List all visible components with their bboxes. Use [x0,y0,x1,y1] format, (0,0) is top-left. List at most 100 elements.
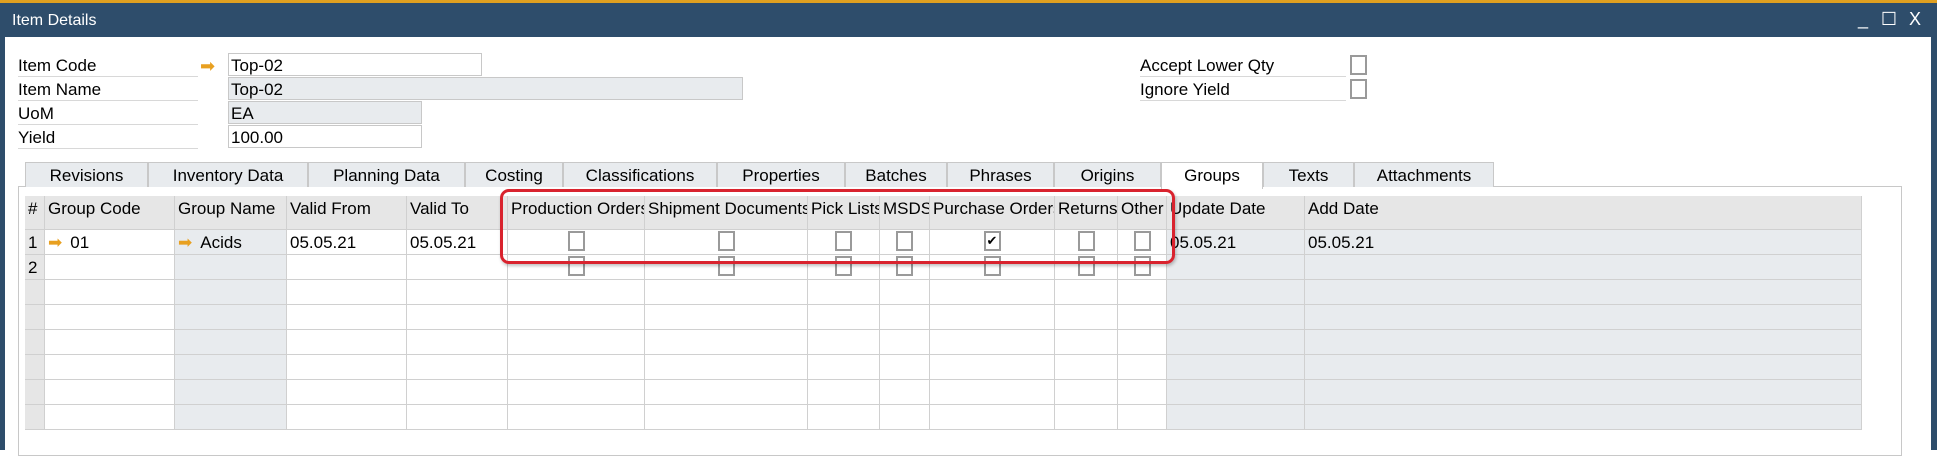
grid-cell[interactable] [880,305,930,330]
ignore-yield-checkbox[interactable] [1350,79,1367,99]
grid-cell[interactable] [880,280,930,305]
grid-cell[interactable] [1118,380,1167,405]
grid-cell[interactable] [175,305,287,330]
grid-cell[interactable] [407,405,508,430]
grid-cell[interactable]: 05.05.21 [1305,230,1862,255]
shipment-documents-checkbox[interactable] [717,256,735,276]
grid-cell[interactable] [1118,330,1167,355]
column-header-valid-to[interactable]: Valid To [407,196,508,230]
grid-cell[interactable] [880,330,930,355]
grid-cell[interactable] [930,280,1055,305]
grid-cell[interactable] [808,330,880,355]
grid-cell[interactable] [808,280,880,305]
grid-cell[interactable] [1118,305,1167,330]
grid-cell[interactable] [1055,280,1118,305]
grid-cell[interactable] [287,355,407,380]
item-name-field[interactable]: Top-02 [228,77,743,100]
column-header-pick-lists[interactable]: Pick Lists [808,196,880,230]
purchase-orders-checkbox[interactable] [983,256,1001,276]
grid-cell[interactable] [508,255,645,280]
returns-checkbox[interactable] [1077,231,1095,251]
production-orders-checkbox[interactable] [567,256,585,276]
grid-cell[interactable] [808,305,880,330]
grid-cell[interactable] [45,330,175,355]
other-checkbox[interactable] [1133,256,1151,276]
grid-cell[interactable] [1118,355,1167,380]
uom-field[interactable]: EA [228,101,422,124]
tab-planning-data[interactable]: Planning Data [308,162,465,187]
column-header-group-name[interactable]: Group Name [175,196,287,230]
grid-cell[interactable] [287,380,407,405]
grid-cell[interactable] [645,305,808,330]
grid-cell[interactable]: ➡ 01 [45,230,175,255]
grid-cell[interactable] [880,355,930,380]
grid-cell[interactable] [930,255,1055,280]
grid-cell[interactable] [407,280,508,305]
column-header-purchase-orders[interactable]: Purchase Orders [930,196,1055,230]
column-header-group-code[interactable]: Group Code [45,196,175,230]
grid-cell[interactable] [1167,405,1305,430]
maximize-button[interactable]: ☐ [1880,9,1898,29]
grid-cell[interactable] [808,380,880,405]
grid-cell[interactable] [880,255,930,280]
item-code-field[interactable]: Top-02 [228,53,482,76]
grid-cell[interactable] [1055,305,1118,330]
grid-cell[interactable] [287,280,407,305]
grid-cell[interactable] [45,405,175,430]
grid-cell[interactable] [1167,280,1305,305]
grid-cell[interactable] [645,280,808,305]
grid-cell[interactable] [407,380,508,405]
grid-cell[interactable] [1118,280,1167,305]
grid-cell[interactable] [1118,255,1167,280]
grid-cell[interactable] [808,405,880,430]
grid-cell[interactable] [287,405,407,430]
grid-cell[interactable] [1305,280,1862,305]
tab-costing[interactable]: Costing [465,162,563,187]
column-header-other[interactable]: Other [1118,196,1167,230]
grid-cell[interactable] [508,405,645,430]
tab-batches[interactable]: Batches [845,162,947,187]
grid-cell[interactable] [645,380,808,405]
grid-cell[interactable] [1118,230,1167,255]
grid-cell[interactable] [508,330,645,355]
close-button[interactable]: X [1908,9,1921,29]
grid-cell[interactable] [1305,255,1862,280]
grid-cell[interactable] [175,255,287,280]
grid-cell[interactable] [175,405,287,430]
grid-cell[interactable] [1167,255,1305,280]
grid-cell[interactable] [880,230,930,255]
grid-cell[interactable] [175,280,287,305]
grid-cell[interactable]: 05.05.21 [1167,230,1305,255]
grid-cell[interactable] [930,380,1055,405]
grid-cell[interactable] [930,355,1055,380]
grid-cell[interactable] [508,355,645,380]
grid-cell[interactable] [1167,355,1305,380]
grid-cell[interactable] [407,305,508,330]
tab-properties[interactable]: Properties [717,162,845,187]
grid-cell[interactable] [1167,380,1305,405]
grid-cell[interactable] [508,230,645,255]
yield-field[interactable]: 100.00 [228,125,422,148]
grid-cell[interactable] [645,330,808,355]
grid-cell[interactable] [287,330,407,355]
grid-cell[interactable] [1055,255,1118,280]
column-header-valid-from[interactable]: Valid From [287,196,407,230]
tab-phrases[interactable]: Phrases [947,162,1054,187]
link-arrow-icon[interactable]: ➡ [200,56,216,76]
tab-groups[interactable]: Groups [1161,162,1263,189]
accept-lower-qty-checkbox[interactable] [1350,55,1367,75]
grid-cell[interactable] [45,355,175,380]
grid-cell[interactable] [287,255,407,280]
column-header-returns[interactable]: Returns [1055,196,1118,230]
shipment-documents-checkbox[interactable] [717,231,735,251]
grid-cell[interactable] [1305,405,1862,430]
grid-cell[interactable]: ➡ Acids [175,230,287,255]
grid-cell[interactable] [508,380,645,405]
column-header-update-date[interactable]: Update Date [1167,196,1305,230]
grid-cell[interactable] [645,255,808,280]
grid-cell[interactable] [880,405,930,430]
grid-cell[interactable] [45,305,175,330]
link-arrow-icon[interactable]: ➡ [178,233,193,252]
tab-classifications[interactable]: Classifications [563,162,717,187]
grid-cell[interactable]: ✔ [930,230,1055,255]
